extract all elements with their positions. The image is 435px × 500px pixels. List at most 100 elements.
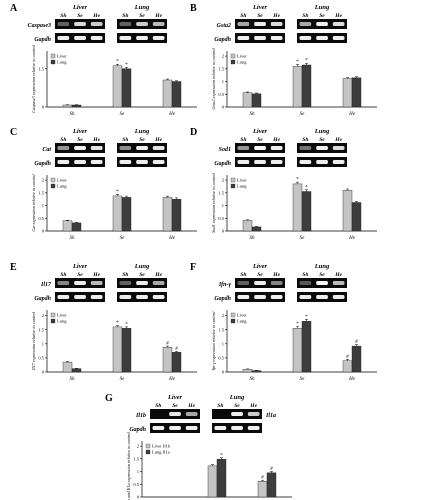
tissue-label: Lung bbox=[314, 263, 330, 270]
x-tick-label: Sh bbox=[250, 236, 256, 241]
tissue-label: Liver bbox=[252, 128, 268, 135]
lane-label: He bbox=[154, 272, 162, 278]
x-tick-label: Se bbox=[120, 377, 126, 382]
gapdh-band bbox=[74, 295, 86, 299]
x-tick-label: He bbox=[348, 377, 356, 382]
y-tick-label: 0 bbox=[137, 495, 140, 500]
significance-mark: * bbox=[116, 321, 119, 326]
target-band bbox=[90, 146, 103, 150]
lane-label: He bbox=[334, 137, 342, 143]
lane-label: Sh bbox=[122, 137, 128, 143]
tissue-label: Liver bbox=[72, 4, 88, 11]
lane-label: Se bbox=[257, 272, 263, 278]
lane-label: Se bbox=[257, 137, 263, 143]
legend-label: Lung Il1a bbox=[152, 450, 170, 455]
target-band bbox=[332, 146, 345, 150]
lane-label: Se bbox=[77, 272, 83, 278]
gapdh-band bbox=[214, 426, 227, 430]
gapdh-band bbox=[152, 36, 165, 40]
bar bbox=[71, 222, 82, 232]
x-tick-label: Se bbox=[300, 377, 306, 382]
gapdh-label: Gapdh bbox=[214, 296, 231, 302]
x-tick-label: Se bbox=[120, 236, 126, 241]
lane-label: Sh bbox=[60, 13, 66, 19]
gapdh-label: Gapdh bbox=[34, 296, 51, 302]
y-axis-label: Sod1 expression relative to control bbox=[211, 172, 216, 232]
lane-label: He bbox=[92, 137, 100, 143]
target-band bbox=[270, 146, 283, 150]
bar bbox=[242, 92, 253, 108]
panel-letter: F bbox=[190, 262, 196, 273]
tissue-label: Liver bbox=[252, 4, 268, 11]
gapdh-band bbox=[152, 160, 165, 164]
lane-label: Sh bbox=[240, 13, 246, 19]
panel-c: C Liver Sh Se He Lung Sh Se He Cat Gapdh 0 0.5 1 1.5 2 C… bbox=[10, 127, 197, 241]
lane-label: He bbox=[187, 403, 195, 409]
lane-label: Sh bbox=[240, 272, 246, 278]
legend-label: Lung bbox=[57, 60, 67, 65]
bar bbox=[71, 368, 82, 373]
significance-mark: # bbox=[175, 347, 178, 352]
lane-label: Se bbox=[319, 13, 325, 19]
x-tick-label: He bbox=[348, 112, 356, 117]
tissue-label: Lung bbox=[314, 4, 330, 11]
lane-label: Sh bbox=[240, 137, 246, 143]
lane-label: He bbox=[249, 403, 257, 409]
gapdh-band bbox=[332, 160, 345, 164]
x-tick-label: Se bbox=[300, 236, 306, 241]
y-tick-label: 1 bbox=[137, 469, 139, 474]
gapdh-band bbox=[254, 160, 266, 164]
panel-d: D Liver Sh Se He Lung Sh Se He Sod1 Gapdh 0 0.5 1 1.5 2… bbox=[190, 127, 377, 241]
target-band bbox=[152, 22, 165, 26]
gapdh-band bbox=[332, 36, 345, 40]
bar bbox=[207, 465, 218, 498]
bar bbox=[121, 68, 132, 108]
extra-gene-label: Il1a bbox=[265, 413, 276, 419]
target-band bbox=[231, 412, 243, 416]
y-tick-label: 1.5 bbox=[133, 456, 139, 461]
gapdh-band bbox=[270, 36, 283, 40]
bar bbox=[342, 190, 353, 232]
gapdh-band bbox=[185, 426, 198, 430]
tissue-label: Lung bbox=[229, 394, 245, 401]
legend-swatch bbox=[230, 53, 236, 59]
gapdh-band bbox=[57, 36, 70, 40]
bar bbox=[121, 328, 132, 373]
target-band bbox=[169, 412, 181, 416]
gapdh-band bbox=[57, 295, 70, 299]
y-axis-label: Ifn-γ expression relative to control bbox=[211, 311, 216, 372]
target-band bbox=[57, 146, 70, 150]
tissue-label: Lung bbox=[134, 263, 150, 270]
target-band bbox=[237, 146, 250, 150]
target-band bbox=[332, 281, 345, 285]
target-band bbox=[90, 22, 103, 26]
significance-mark: * bbox=[125, 322, 128, 327]
legend-label: Lung bbox=[237, 60, 247, 65]
panel-letter: G bbox=[105, 393, 113, 404]
target-band bbox=[299, 281, 312, 285]
gapdh-band bbox=[90, 36, 103, 40]
legend-swatch bbox=[230, 177, 236, 183]
gapdh-band bbox=[90, 295, 103, 299]
bar bbox=[216, 459, 227, 498]
tissue-label: Lung bbox=[314, 128, 330, 135]
x-tick-label: He bbox=[168, 377, 176, 382]
target-band bbox=[136, 281, 148, 285]
legend-swatch bbox=[230, 318, 236, 324]
gapdh-band bbox=[247, 426, 260, 430]
lane-label: Se bbox=[319, 137, 325, 143]
bar bbox=[251, 370, 262, 373]
lane-label: Sh bbox=[60, 272, 66, 278]
gapdh-band bbox=[316, 160, 328, 164]
y-tick-label: 0 bbox=[42, 105, 45, 110]
y-tick-label: 2 bbox=[42, 178, 44, 183]
lane-label: Sh bbox=[122, 13, 128, 19]
bar bbox=[62, 220, 73, 232]
gapdh-band bbox=[136, 295, 148, 299]
gapdh-band bbox=[237, 160, 250, 164]
tissue-label: Lung bbox=[134, 128, 150, 135]
significance-mark: * bbox=[296, 178, 299, 183]
significance-mark: * bbox=[305, 185, 308, 190]
gapdh-band bbox=[237, 36, 250, 40]
lane-label: Sh bbox=[302, 137, 308, 143]
